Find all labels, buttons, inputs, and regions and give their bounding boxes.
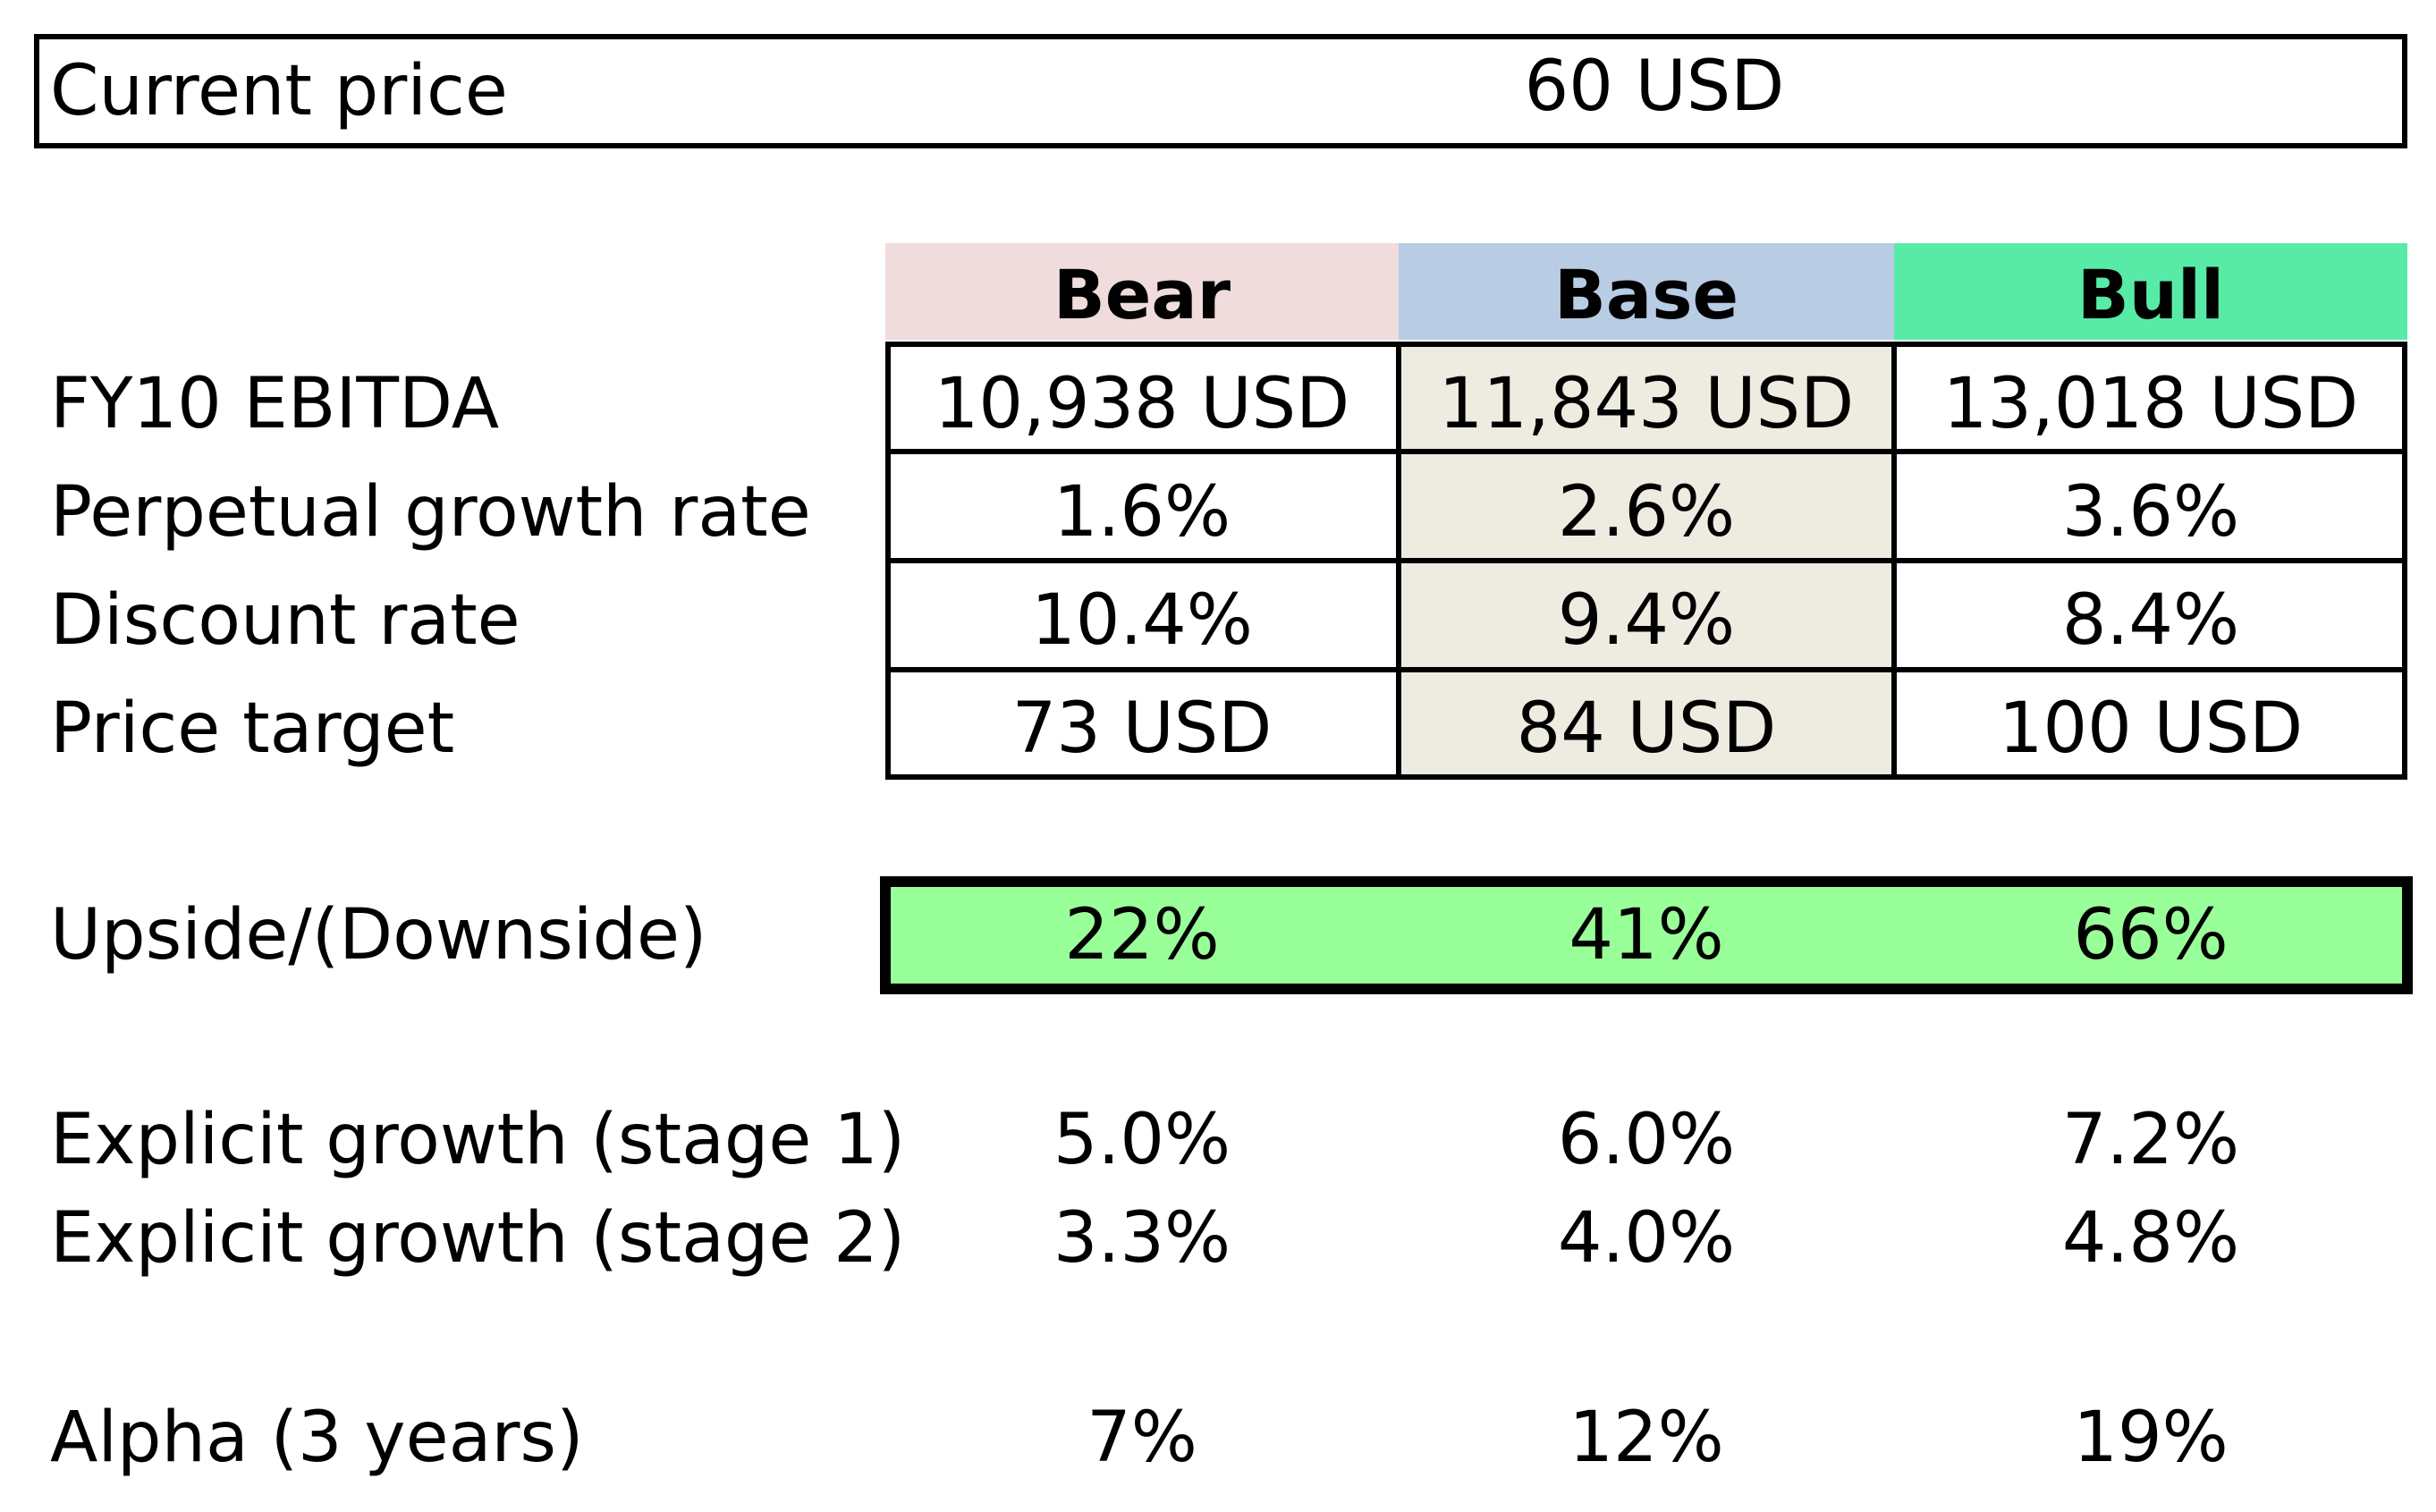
alpha-base: 12% (1569, 1398, 1724, 1478)
alpha-bear: 7% (1087, 1398, 1197, 1478)
upside-bear: 22% (1064, 895, 1220, 976)
growth-stage-1-bear: 5.0% (1053, 1100, 1231, 1180)
table-row-divider (885, 449, 2407, 454)
growth-stage-1-base: 6.0% (1557, 1100, 1736, 1180)
scenario-header-bear: Bear (885, 243, 1399, 340)
upside-bull: 66% (2073, 895, 2229, 976)
alpha-bull: 19% (2073, 1398, 2229, 1478)
table-row-divider (885, 558, 2407, 563)
scenario-header-base: Base (1399, 243, 1894, 340)
discount-rate-bull: 8.4% (2061, 580, 2240, 661)
current-price-label: Current price (50, 51, 508, 131)
price-target-bear: 73 USD (1011, 688, 1273, 769)
discount-rate-bear: 10.4% (1031, 580, 1253, 661)
perpetual-growth-bear: 1.6% (1053, 472, 1231, 553)
row-label-price-target: Price target (50, 688, 455, 769)
growth-stage-2-base: 4.0% (1557, 1198, 1736, 1279)
ebitda-bull: 13,018 USD (1942, 364, 2359, 444)
table-column-divider (1891, 342, 1897, 780)
current-price-box (34, 34, 2407, 148)
ebitda-base: 11,843 USD (1438, 364, 1855, 444)
upside-box (880, 876, 2413, 994)
row-label-ebitda: FY10 EBITDA (50, 364, 500, 444)
perpetual-growth-bull: 3.6% (2061, 472, 2240, 553)
growth-stage-2-bear: 3.3% (1053, 1198, 1231, 1279)
table-row-divider (885, 667, 2407, 672)
growth-stage-1-bull: 7.2% (2061, 1100, 2240, 1180)
price-target-base: 84 USD (1516, 688, 1777, 769)
current-price-value: 60 USD (1524, 46, 1785, 127)
row-label-perpetual-growth: Perpetual growth rate (50, 472, 811, 553)
row-label-growth-stage-2: Explicit growth (stage 2) (50, 1198, 906, 1279)
row-label-growth-stage-1: Explicit growth (stage 1) (50, 1100, 906, 1180)
perpetual-growth-base: 2.6% (1557, 472, 1736, 553)
row-label-alpha: Alpha (3 years) (50, 1398, 584, 1478)
row-label-discount-rate: Discount rate (50, 580, 520, 661)
discount-rate-base: 9.4% (1557, 580, 1736, 661)
upside-base: 41% (1569, 895, 1724, 976)
table-column-divider (1396, 342, 1401, 780)
row-label-upside: Upside/(Downside) (50, 895, 707, 976)
ebitda-bear: 10,938 USD (934, 364, 1350, 444)
price-target-bull: 100 USD (1998, 688, 2304, 769)
growth-stage-2-bull: 4.8% (2061, 1198, 2240, 1279)
scenario-header-bull: Bull (1894, 243, 2407, 340)
